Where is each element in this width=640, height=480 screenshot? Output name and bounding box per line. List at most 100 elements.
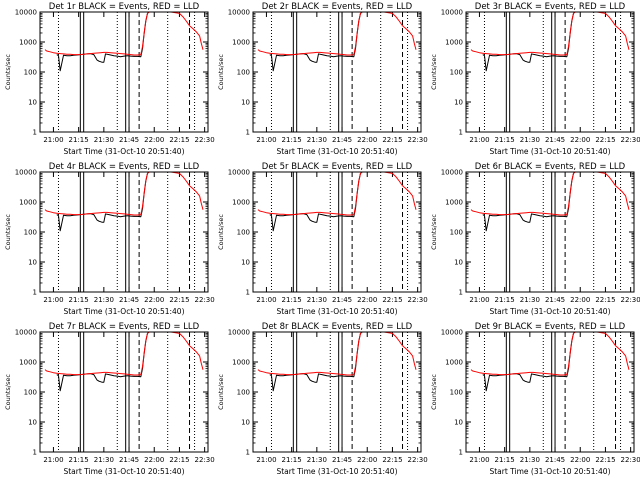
panel-title: Det 6r BLACK = Events, RED = LLD	[475, 162, 626, 172]
x-tick-label: 21:30	[520, 456, 540, 464]
y-tick-label: 1000	[19, 199, 37, 207]
y-tick-label: 1000	[445, 359, 463, 367]
x-tick-label: 21:30	[520, 296, 540, 304]
panel-title: Det 2r BLACK = Events, RED = LLD	[262, 2, 413, 12]
y-axis-label: Counts/sec	[4, 54, 12, 90]
panel-title: Det 9r BLACK = Events, RED = LLD	[475, 322, 626, 332]
detector-panel-5: Det 5r BLACK = Events, RED = LLD Counts/s…	[217, 162, 428, 316]
panel-title: Det 7r BLACK = Events, RED = LLD	[49, 322, 200, 332]
y-tick-label: 1	[33, 129, 37, 137]
plot-frame	[39, 331, 209, 453]
x-tick-label: 22:30	[621, 136, 640, 144]
x-tick-label: 21:00	[256, 296, 276, 304]
x-tick-label: 22:00	[570, 456, 590, 464]
y-tick-label: 1000	[445, 39, 463, 47]
y-tick-label: 1000	[232, 199, 250, 207]
y-tick-label: 1	[33, 449, 37, 457]
x-tick-label: 21:30	[307, 456, 327, 464]
y-tick-label: 1	[459, 289, 463, 297]
x-tick-label: 21:00	[469, 456, 489, 464]
y-tick-label: 10	[28, 419, 37, 427]
y-axis-label: Counts/sec	[430, 374, 438, 410]
panel-title: Det 5r BLACK = Events, RED = LLD	[262, 162, 413, 172]
x-axis-label: Start Time (31-Oct-10 20:51:40)	[489, 307, 610, 316]
x-axis-label: Start Time (31-Oct-10 20:51:40)	[489, 467, 610, 476]
x-axis-label: Start Time (31-Oct-10 20:51:40)	[489, 147, 610, 156]
x-tick-label: 22:15	[169, 136, 189, 144]
y-tick-label: 100	[450, 389, 463, 397]
lld-rate-line	[44, 331, 204, 376]
x-tick-label: 21:15	[69, 456, 89, 464]
y-tick-label: 10000	[441, 329, 463, 337]
lld-rate-line	[470, 171, 630, 216]
x-tick-label: 22:15	[382, 136, 402, 144]
panel-title: Det 4r BLACK = Events, RED = LLD	[49, 162, 200, 172]
x-tick-label: 22:30	[621, 456, 640, 464]
y-tick-label: 100	[237, 389, 250, 397]
x-tick-label: 21:00	[43, 296, 63, 304]
x-tick-label: 21:45	[332, 136, 352, 144]
y-axis-label: Counts/sec	[217, 374, 225, 410]
y-tick-label: 10000	[228, 9, 250, 17]
x-tick-label: 22:15	[169, 456, 189, 464]
y-tick-label: 100	[237, 69, 250, 77]
y-tick-label: 1	[459, 449, 463, 457]
x-tick-label: 21:30	[94, 296, 114, 304]
y-tick-label: 1000	[232, 39, 250, 47]
y-tick-label: 1000	[19, 359, 37, 367]
y-axis-label: Counts/sec	[4, 214, 12, 250]
detector-panel-8: Det 8r BLACK = Events, RED = LLD Counts/s…	[217, 322, 428, 476]
x-axis-label: Start Time (31-Oct-10 20:51:40)	[63, 467, 184, 476]
x-tick-label: 22:30	[195, 296, 215, 304]
detector-panel-4: Det 4r BLACK = Events, RED = LLD Counts/s…	[4, 162, 215, 316]
x-tick-label: 22:15	[595, 296, 615, 304]
x-tick-label: 21:30	[307, 136, 327, 144]
y-tick-label: 1	[459, 129, 463, 137]
x-tick-label: 21:45	[332, 456, 352, 464]
y-tick-label: 100	[24, 229, 37, 237]
x-tick-label: 21:30	[94, 456, 114, 464]
plot-frame	[252, 331, 422, 453]
x-tick-label: 22:30	[621, 296, 640, 304]
y-tick-label: 1	[246, 449, 250, 457]
x-tick-label: 21:15	[282, 456, 302, 464]
x-tick-label: 21:30	[307, 296, 327, 304]
x-tick-label: 21:30	[94, 136, 114, 144]
x-tick-label: 22:15	[382, 456, 402, 464]
panel-title: Det 8r BLACK = Events, RED = LLD	[262, 322, 413, 332]
y-tick-label: 1	[33, 289, 37, 297]
lld-rate-line	[44, 171, 204, 216]
lld-rate-line	[257, 11, 417, 56]
x-tick-label: 22:00	[570, 136, 590, 144]
detector-panel-1: Det 1r BLACK = Events, RED = LLD Counts/s…	[4, 2, 215, 156]
plot-frame	[465, 11, 635, 133]
y-tick-label: 100	[24, 389, 37, 397]
plot-frame	[39, 11, 209, 133]
panel-title: Det 3r BLACK = Events, RED = LLD	[475, 2, 626, 12]
x-tick-label: 22:15	[595, 136, 615, 144]
plot-frame	[465, 171, 635, 293]
y-tick-label: 10000	[228, 329, 250, 337]
x-tick-label: 21:45	[545, 456, 565, 464]
detector-panel-7: Det 7r BLACK = Events, RED = LLD Counts/s…	[4, 322, 215, 476]
x-tick-label: 22:00	[144, 296, 164, 304]
y-tick-label: 100	[450, 229, 463, 237]
x-tick-label: 21:00	[256, 136, 276, 144]
x-tick-label: 21:15	[69, 136, 89, 144]
x-tick-label: 21:45	[119, 296, 139, 304]
y-tick-label: 10	[454, 259, 463, 267]
y-axis-label: Counts/sec	[217, 214, 225, 250]
plot-frame	[465, 331, 635, 453]
y-tick-label: 1	[246, 129, 250, 137]
x-tick-label: 21:45	[119, 456, 139, 464]
x-tick-label: 21:15	[282, 296, 302, 304]
x-tick-label: 22:30	[408, 136, 428, 144]
y-tick-label: 100	[24, 69, 37, 77]
x-tick-label: 21:15	[495, 296, 515, 304]
y-tick-label: 100	[237, 229, 250, 237]
y-tick-label: 10000	[15, 329, 37, 337]
lld-rate-line	[257, 171, 417, 216]
y-tick-label: 10000	[15, 9, 37, 17]
x-tick-label: 21:45	[545, 136, 565, 144]
x-axis-label: Start Time (31-Oct-10 20:51:40)	[63, 307, 184, 316]
